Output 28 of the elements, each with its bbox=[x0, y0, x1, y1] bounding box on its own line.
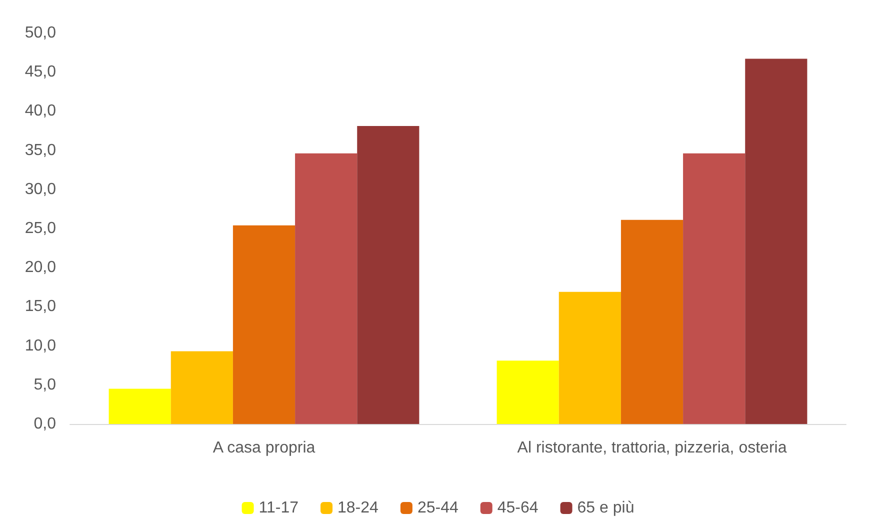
y-tick-label: 40,0 bbox=[24, 102, 56, 120]
bar bbox=[108, 388, 171, 424]
bar bbox=[232, 225, 296, 424]
y-tick-label: 15,0 bbox=[24, 298, 56, 316]
x-tick-label: A casa propria bbox=[212, 440, 316, 456]
bar bbox=[170, 351, 233, 424]
y-tick-label: 35,0 bbox=[24, 142, 56, 159]
legend-label: 18-24 bbox=[338, 500, 379, 516]
legend-label: 11-17 bbox=[258, 500, 299, 516]
legend-label: 25-44 bbox=[417, 500, 458, 516]
y-tick-label: 10,0 bbox=[24, 337, 56, 354]
y-tick-label: 5,0 bbox=[34, 376, 56, 394]
y-tick-label: 0,0 bbox=[34, 416, 56, 432]
bar bbox=[295, 153, 358, 424]
x-tick-label: Al ristorante, trattoria, pizzeria, osteria bbox=[517, 440, 787, 456]
legend-label: 45-64 bbox=[497, 500, 538, 516]
y-tick-label: 45,0 bbox=[24, 64, 56, 81]
bar bbox=[496, 360, 559, 424]
y-tick-label: 50,0 bbox=[24, 24, 56, 42]
bar bbox=[620, 220, 684, 424]
y-tick-label: 25,0 bbox=[24, 220, 56, 237]
bar bbox=[357, 126, 420, 424]
bar bbox=[745, 58, 808, 424]
bar bbox=[683, 153, 746, 424]
legend-label: 65 e più bbox=[577, 500, 634, 516]
y-tick-label: 20,0 bbox=[24, 259, 56, 276]
y-tick-label: 30,0 bbox=[24, 180, 56, 198]
bar bbox=[558, 292, 621, 424]
